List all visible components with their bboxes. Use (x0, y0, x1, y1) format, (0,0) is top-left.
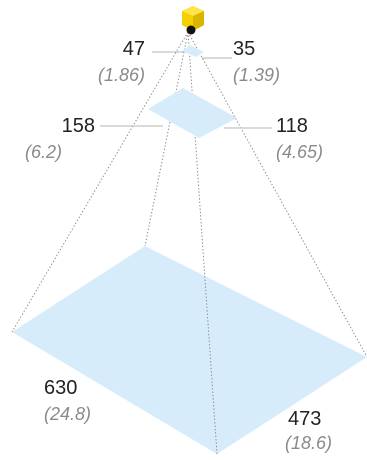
mid-width-mm: (6.2) (24, 142, 62, 162)
frustum-rays (11, 31, 367, 455)
mid-plane (148, 88, 237, 138)
mid-width-px: 158 (61, 115, 95, 137)
near-height-px: 35 (233, 38, 256, 60)
near-height-mm: (1.39) (233, 65, 281, 85)
mid-height-mm: (4.65) (276, 142, 324, 162)
far-height-mm: (18.6) (285, 433, 333, 453)
near-width-mm: (1.86) (97, 65, 145, 85)
far-width-mm: (24.8) (44, 404, 92, 424)
ray-front (187, 31, 218, 455)
camera-icon (182, 6, 204, 35)
far-height-px: 473 (288, 408, 322, 430)
near-width-px: 47 (122, 38, 145, 60)
ray-left (11, 31, 189, 333)
near-plane (182, 45, 204, 57)
mid-height-px: 118 (276, 115, 308, 137)
leader-lines (100, 51, 272, 129)
far-width-px: 630 (44, 377, 78, 399)
far-plane (12, 246, 367, 454)
ray-right (187, 31, 367, 358)
ray-back (144, 31, 189, 247)
